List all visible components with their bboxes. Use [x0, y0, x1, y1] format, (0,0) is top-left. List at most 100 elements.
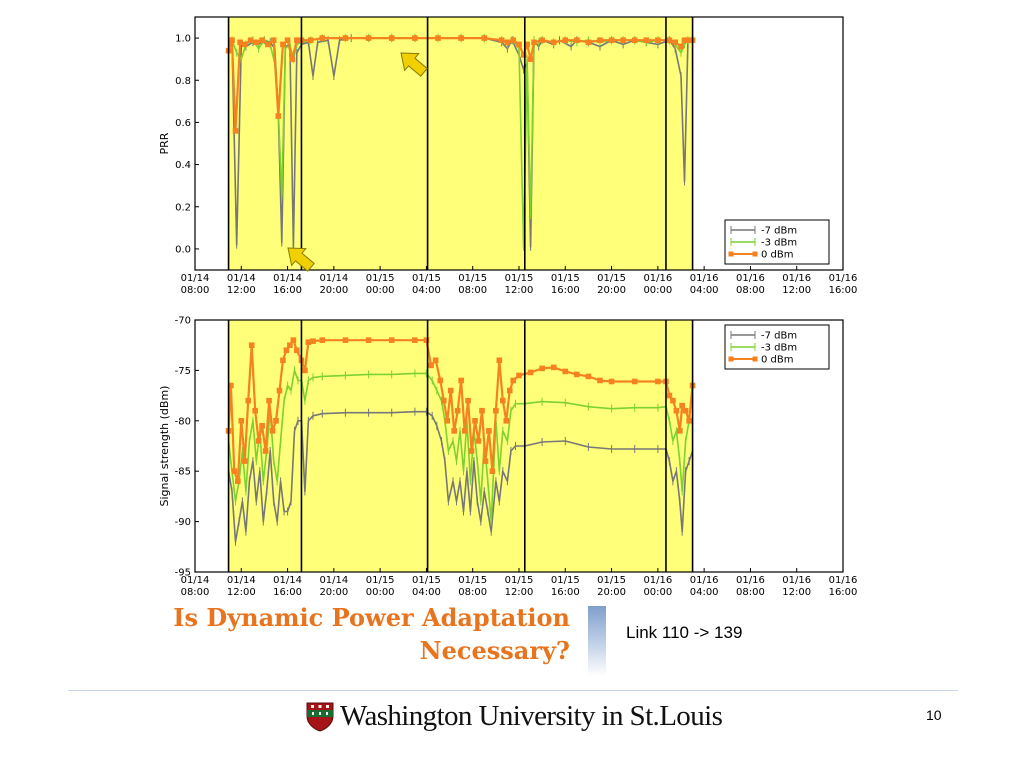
prr-chart: 1.00.80.60.40.20.001/1408:0001/1412:0001… — [158, 16, 858, 296]
y-tick-label: 0.6 — [175, 118, 191, 129]
data-point-zero — [262, 448, 269, 454]
x-tick-date: 01/16 — [690, 575, 719, 586]
series-line-minus7 — [227, 410, 694, 543]
y-tick-label: -70 — [175, 316, 191, 327]
x-tick-time: 08:00 — [736, 285, 765, 296]
data-point-zero — [290, 337, 297, 343]
x-tick-time: 04:00 — [690, 587, 719, 598]
x-tick-time: 12:00 — [505, 587, 534, 598]
data-point-zero — [276, 387, 283, 394]
x-tick-time: 08:00 — [458, 587, 487, 598]
data-point-zero — [283, 347, 290, 354]
university-crest-icon — [306, 702, 334, 732]
x-tick-date: 01/14 — [181, 273, 210, 284]
x-tick-time: 12:00 — [227, 285, 256, 296]
data-point-zero — [432, 357, 439, 364]
data-point-zero — [631, 378, 638, 385]
x-tick-date: 01/15 — [412, 273, 441, 284]
data-point-zero — [428, 362, 434, 369]
data-point-zero — [266, 397, 272, 404]
y-tick-label: 0.0 — [175, 244, 191, 255]
data-point-zero — [302, 367, 308, 374]
data-point-zero — [531, 39, 537, 46]
x-tick-time: 12:00 — [227, 587, 256, 598]
signal-strength-chart: -70-75-80-85-90-9501/1408:0001/1412:0001… — [158, 316, 857, 599]
x-tick-date: 01/16 — [829, 273, 858, 284]
data-point-zero — [238, 418, 245, 424]
data-point-zero — [673, 407, 680, 414]
x-tick-date: 01/16 — [782, 575, 811, 586]
x-tick-time: 16:00 — [829, 587, 858, 598]
data-point-zero — [643, 37, 650, 43]
data-point-zero — [440, 397, 447, 404]
y-tick-label: -85 — [175, 467, 191, 478]
data-point-zero — [504, 39, 511, 46]
y-tick-label: -80 — [175, 416, 191, 427]
legend-marker-zero — [752, 356, 758, 362]
annotation-arrow-shape — [400, 52, 428, 77]
data-point-zero — [468, 448, 475, 454]
data-point-zero — [437, 377, 444, 384]
legend-marker-zero — [728, 251, 734, 257]
data-point-zero — [280, 41, 286, 48]
data-point-zero — [451, 428, 457, 434]
data-point-zero — [458, 35, 464, 41]
data-point-zero — [597, 37, 603, 43]
data-point-zero — [232, 128, 239, 134]
data-point-zero — [248, 342, 255, 348]
x-tick-time: 20:00 — [319, 285, 348, 296]
data-point-zero — [237, 39, 243, 46]
x-tick-date: 01/16 — [690, 273, 719, 284]
data-point-zero — [682, 407, 689, 414]
y-tick-label: 1.0 — [175, 34, 191, 45]
data-point-zero — [275, 113, 282, 119]
data-point-zero — [655, 37, 661, 43]
data-point-zero — [228, 382, 234, 389]
data-point-zero — [388, 35, 395, 41]
x-tick-time: 08:00 — [458, 285, 487, 296]
data-point-zero — [498, 37, 505, 43]
x-tick-date: 01/15 — [458, 273, 487, 284]
data-point-zero — [235, 478, 241, 485]
x-tick-time: 08:00 — [736, 587, 765, 598]
x-tick-date: 01/14 — [181, 575, 210, 586]
data-point-zero — [516, 41, 522, 48]
data-point-zero — [681, 37, 688, 43]
legend-marker-zero — [728, 356, 734, 362]
page-number: 10 — [926, 707, 942, 723]
data-point-zero — [631, 37, 638, 43]
data-point-zero — [287, 342, 293, 348]
y-tick-label: 0.4 — [175, 160, 191, 171]
data-point-zero — [270, 37, 277, 43]
data-point-zero — [585, 373, 592, 380]
data-point-zero — [412, 337, 418, 343]
legend-label-minus7: -7 dBm — [761, 331, 797, 342]
data-point-zero — [447, 387, 454, 394]
legend-label-minus3: -3 dBm — [761, 343, 797, 354]
data-point-zero — [253, 39, 260, 46]
data-point-zero — [562, 368, 569, 375]
data-point-zero — [479, 407, 485, 414]
annotation-arrow-shape — [287, 247, 315, 272]
data-point-zero — [481, 35, 488, 41]
x-tick-date: 01/14 — [273, 575, 302, 586]
slide-title: Is Dynamic Power Adaptation Necessary? — [173, 603, 570, 665]
data-point-zero — [245, 397, 252, 404]
data-point-zero — [231, 468, 238, 474]
data-point-zero — [475, 438, 482, 444]
data-point-zero — [686, 418, 692, 424]
x-tick-date: 01/14 — [227, 273, 256, 284]
data-point-zero — [289, 56, 295, 62]
data-point-zero — [342, 337, 349, 343]
y-axis-label: Signal strength (dBm) — [158, 386, 171, 507]
data-point-zero — [486, 428, 492, 434]
data-point-zero — [608, 378, 615, 385]
x-tick-date: 01/15 — [505, 575, 534, 586]
x-tick-date: 01/15 — [412, 575, 441, 586]
data-point-zero — [550, 364, 557, 371]
data-point-zero — [493, 407, 499, 414]
data-point-zero — [388, 337, 395, 343]
data-point-zero — [574, 371, 580, 378]
y-tick-label: -90 — [175, 517, 191, 528]
x-tick-date: 01/15 — [597, 273, 626, 284]
